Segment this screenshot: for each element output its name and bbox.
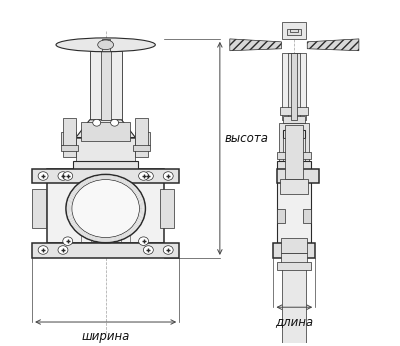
- Bar: [284, 130, 305, 137]
- Ellipse shape: [98, 40, 114, 49]
- Bar: [136, 118, 148, 157]
- Bar: [282, 238, 307, 253]
- Polygon shape: [76, 120, 136, 137]
- Bar: [73, 161, 138, 169]
- Circle shape: [143, 172, 153, 180]
- Bar: [278, 169, 319, 183]
- Bar: [274, 243, 315, 258]
- Circle shape: [58, 246, 68, 254]
- Circle shape: [38, 246, 48, 254]
- Bar: [47, 169, 164, 243]
- Bar: [282, 53, 306, 120]
- Bar: [290, 29, 298, 32]
- Circle shape: [38, 172, 48, 180]
- Text: ширина: ширина: [82, 330, 130, 343]
- Circle shape: [66, 174, 145, 243]
- Bar: [278, 209, 286, 224]
- Bar: [282, 246, 306, 346]
- Bar: [101, 51, 111, 120]
- Bar: [286, 125, 303, 179]
- Circle shape: [63, 237, 73, 245]
- Bar: [284, 116, 305, 123]
- Bar: [278, 169, 311, 243]
- Bar: [280, 123, 309, 165]
- Polygon shape: [230, 39, 282, 51]
- Bar: [291, 53, 297, 120]
- Circle shape: [163, 172, 173, 180]
- Text: высота: высота: [225, 131, 269, 145]
- Bar: [136, 131, 150, 145]
- Ellipse shape: [56, 38, 155, 52]
- Bar: [287, 29, 301, 35]
- Polygon shape: [307, 39, 359, 51]
- Bar: [81, 122, 130, 142]
- Bar: [32, 243, 179, 258]
- Bar: [32, 169, 179, 183]
- Circle shape: [111, 119, 118, 126]
- Circle shape: [139, 237, 148, 245]
- Bar: [288, 53, 300, 120]
- Circle shape: [58, 172, 68, 180]
- Bar: [61, 131, 76, 145]
- Bar: [160, 189, 174, 228]
- Bar: [282, 253, 307, 263]
- Bar: [278, 161, 311, 169]
- Bar: [280, 107, 308, 115]
- Circle shape: [93, 119, 101, 126]
- Bar: [61, 145, 78, 151]
- Circle shape: [139, 172, 148, 180]
- Circle shape: [163, 246, 173, 254]
- Bar: [278, 262, 311, 270]
- Bar: [76, 137, 136, 161]
- Bar: [278, 152, 311, 159]
- Bar: [134, 145, 150, 151]
- Circle shape: [143, 246, 153, 254]
- Bar: [284, 137, 305, 161]
- Bar: [280, 179, 308, 194]
- Bar: [282, 22, 306, 39]
- Bar: [63, 118, 76, 157]
- Bar: [32, 189, 46, 228]
- Bar: [90, 51, 122, 120]
- Bar: [303, 209, 311, 224]
- Circle shape: [63, 172, 73, 180]
- Text: длина: длина: [275, 316, 314, 328]
- Bar: [102, 39, 110, 51]
